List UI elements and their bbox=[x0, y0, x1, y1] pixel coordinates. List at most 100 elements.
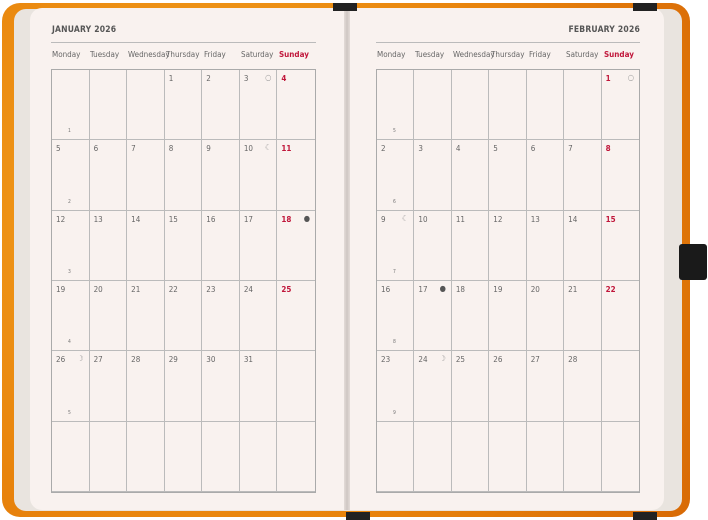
day-cell[interactable] bbox=[377, 421, 415, 492]
day-cell[interactable]: 16 bbox=[202, 210, 240, 281]
day-cell[interactable]: 25 bbox=[277, 281, 315, 352]
day-cell[interactable] bbox=[89, 70, 128, 141]
day-cell[interactable]: 13 bbox=[526, 210, 565, 281]
day-cell[interactable]: 10 bbox=[414, 210, 452, 281]
day-cell[interactable]: 15 bbox=[601, 211, 639, 281]
day-cell[interactable]: 8 bbox=[601, 140, 639, 211]
day-cell[interactable]: 3 bbox=[414, 140, 452, 211]
day-cell[interactable] bbox=[277, 351, 315, 422]
day-cell[interactable] bbox=[451, 421, 490, 492]
day-cell[interactable] bbox=[277, 422, 315, 492]
day-cell[interactable]: 7 bbox=[564, 140, 602, 211]
day-cell[interactable]: 24 bbox=[239, 281, 278, 352]
week-number: 5 bbox=[68, 409, 71, 416]
day-cell[interactable]: 1 bbox=[164, 70, 203, 141]
day-cell[interactable]: 10 ☾ bbox=[239, 140, 278, 211]
day-cell[interactable]: 24 ☽ bbox=[414, 351, 452, 422]
day-cell[interactable] bbox=[414, 70, 452, 141]
day-cell[interactable]: 20 bbox=[526, 281, 565, 352]
day-cell[interactable]: 6 bbox=[89, 140, 128, 211]
day-cell[interactable] bbox=[526, 421, 565, 492]
day-cell[interactable]: 1 ○ bbox=[601, 70, 639, 141]
weekday-saturday: Saturday bbox=[241, 50, 274, 59]
day-number: 21 bbox=[568, 285, 578, 294]
day-cell[interactable]: 8 bbox=[164, 140, 203, 211]
day-cell[interactable]: 11 bbox=[277, 140, 315, 211]
day-cell[interactable]: 18 ● bbox=[277, 211, 315, 281]
day-cell[interactable]: 25 bbox=[451, 351, 490, 422]
day-cell[interactable]: 21 bbox=[564, 281, 602, 352]
day-cell[interactable]: 14 bbox=[564, 210, 602, 281]
first-quarter-icon: ☽ bbox=[77, 354, 84, 364]
day-cell[interactable]: 23 bbox=[202, 281, 240, 352]
day-cell[interactable] bbox=[414, 421, 452, 492]
day-number: 15 bbox=[605, 214, 616, 224]
day-cell[interactable]: 23 9 bbox=[377, 351, 415, 422]
day-cell[interactable] bbox=[202, 421, 240, 492]
day-cell[interactable]: 4 bbox=[277, 70, 315, 141]
day-cell[interactable]: 2 bbox=[202, 70, 240, 141]
day-cell[interactable] bbox=[601, 351, 639, 422]
day-cell[interactable]: 27 bbox=[526, 351, 565, 422]
day-cell[interactable]: 11 bbox=[451, 210, 490, 281]
day-cell[interactable] bbox=[564, 70, 602, 141]
day-cell[interactable]: 31 bbox=[239, 351, 278, 422]
day-cell[interactable]: 26 ☽ 5 bbox=[52, 351, 90, 422]
day-cell[interactable]: 22 bbox=[164, 281, 203, 352]
month-title-february: FEBRUARY 2026 bbox=[568, 25, 640, 35]
day-cell[interactable]: 9 ☾ 7 bbox=[377, 210, 415, 281]
day-cell[interactable]: 28 bbox=[127, 351, 165, 422]
day-cell[interactable] bbox=[52, 421, 90, 492]
day-cell[interactable]: 17 ● bbox=[414, 281, 452, 352]
day-cell[interactable]: 27 bbox=[89, 351, 128, 422]
day-cell[interactable]: 28 bbox=[564, 351, 602, 422]
day-cell[interactable]: 9 bbox=[202, 140, 240, 211]
day-cell[interactable] bbox=[239, 421, 278, 492]
day-cell[interactable] bbox=[164, 421, 203, 492]
day-cell[interactable]: 6 bbox=[526, 140, 565, 211]
day-cell[interactable] bbox=[489, 421, 527, 492]
day-cell[interactable] bbox=[89, 421, 128, 492]
day-number: 9 bbox=[381, 214, 386, 224]
bookmark-ribbon-top-right bbox=[633, 3, 657, 11]
day-cell[interactable]: 14 bbox=[127, 210, 165, 281]
day-cell[interactable] bbox=[451, 70, 490, 141]
day-cell[interactable]: 7 bbox=[127, 140, 165, 211]
weekday-friday: Friday bbox=[204, 50, 226, 59]
day-cell[interactable] bbox=[489, 70, 527, 141]
day-number: 12 bbox=[493, 214, 503, 224]
day-cell[interactable]: 4 bbox=[451, 140, 490, 211]
day-cell[interactable]: 1 bbox=[52, 70, 90, 141]
day-cell[interactable]: 15 bbox=[164, 210, 203, 281]
elastic-band[interactable] bbox=[679, 244, 707, 280]
day-cell[interactable]: 13 bbox=[89, 210, 128, 281]
spine-gutter bbox=[344, 8, 350, 510]
day-cell[interactable] bbox=[127, 421, 165, 492]
week-number: 7 bbox=[393, 269, 396, 275]
page-february bbox=[348, 8, 664, 510]
day-cell[interactable]: 30 bbox=[202, 351, 240, 422]
day-cell[interactable]: 21 bbox=[127, 281, 165, 352]
day-cell[interactable] bbox=[526, 70, 565, 141]
day-cell[interactable]: 5 bbox=[377, 70, 415, 141]
day-number: 18 bbox=[281, 214, 292, 224]
day-cell[interactable] bbox=[601, 422, 639, 492]
day-cell[interactable] bbox=[127, 70, 165, 141]
day-cell[interactable]: 19 4 bbox=[52, 281, 90, 352]
day-cell[interactable]: 3 ○ bbox=[239, 70, 278, 141]
day-cell[interactable]: 26 bbox=[489, 351, 527, 422]
day-cell[interactable]: 12 bbox=[489, 210, 527, 281]
new-moon-icon: ● bbox=[303, 213, 310, 223]
day-cell[interactable]: 19 bbox=[489, 281, 527, 352]
day-cell[interactable]: 17 bbox=[239, 210, 278, 281]
day-cell[interactable]: 16 8 bbox=[377, 281, 415, 352]
day-cell[interactable]: 5 bbox=[489, 140, 527, 211]
day-cell[interactable] bbox=[564, 421, 602, 492]
day-cell[interactable]: 18 bbox=[451, 281, 490, 352]
day-cell[interactable]: 12 3 bbox=[52, 210, 90, 281]
day-cell[interactable]: 22 bbox=[601, 281, 639, 352]
day-cell[interactable]: 29 bbox=[164, 351, 203, 422]
day-cell[interactable]: 20 bbox=[89, 281, 128, 352]
